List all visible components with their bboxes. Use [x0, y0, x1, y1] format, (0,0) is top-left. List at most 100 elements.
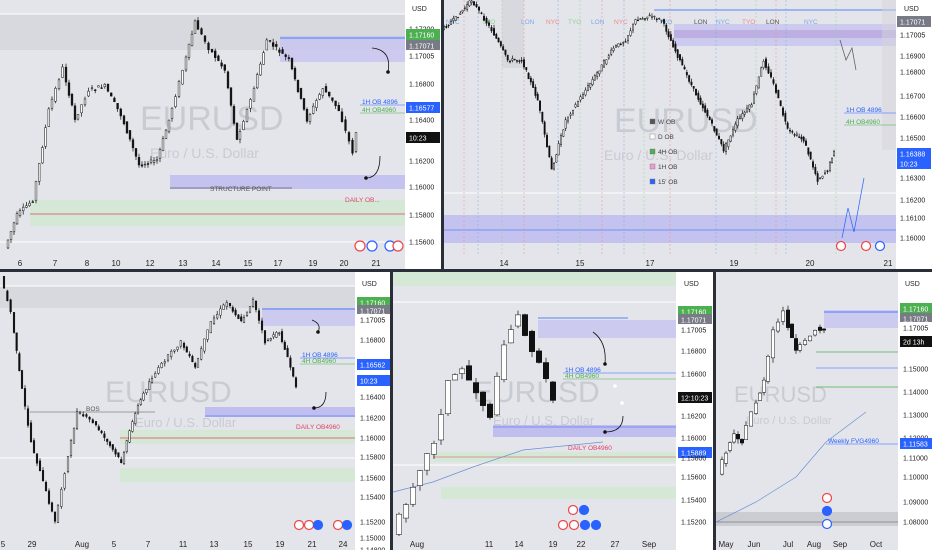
toolbar-icons[interactable] [835, 240, 886, 252]
candle-bearish [818, 326, 822, 331]
candle-bullish [145, 389, 148, 394]
price-tag-bg [900, 336, 932, 347]
chart-panel-15m[interactable]: 1H OB 4896 4H OB4960 NYC TYO LON NYC TYO LON N… [444, 0, 932, 269]
chart-panel-1h[interactable]: EURUSD Euro / U.S. Dollar STRUCTURE POIN… [0, 0, 441, 269]
candle-bearish [284, 54, 287, 57]
candle-bullish [457, 16, 459, 19]
candle-bullish [66, 456, 70, 472]
candle-bullish [181, 70, 184, 85]
price-axis-label: 1.16500 [900, 136, 925, 143]
candle-bearish [548, 145, 551, 158]
candle-bearish [516, 60, 518, 62]
price-axis-label: 1.15800 [409, 213, 434, 220]
candle-bearish [292, 367, 295, 377]
candle-bullish [754, 402, 758, 414]
candle-bearish [344, 119, 347, 131]
price-tag-bg [678, 447, 712, 458]
candle-bullish [90, 87, 94, 89]
candle-bullish [463, 7, 466, 9]
legend-label: 4H OB [658, 149, 678, 156]
price-axis-label: 1.15800 [681, 456, 706, 463]
price-axis-label: 1.16800 [681, 349, 706, 356]
toolbar-icons[interactable] [821, 492, 833, 530]
candle-bullish [821, 175, 824, 179]
currency-label: USD [684, 281, 699, 288]
candle-bearish [111, 444, 114, 450]
price-axis-label: 1.17160 [360, 301, 385, 308]
chart-canvas-15m[interactable]: 1H OB 4896 4H OB4960 NYC TYO LON NYC TYO LON N… [444, 0, 932, 269]
chart-canvas-1d[interactable]: EURUSD Euro / U.S. Dollar 1H OB 4896 4H … [393, 272, 713, 550]
chart-canvas-4h[interactable]: EURUSD Euro / U.S. Dollar BOS 1H OB 4896… [0, 272, 390, 550]
price-axis-label: 1.16577 [409, 106, 434, 113]
candle-bearish [106, 84, 110, 92]
chart-panel-1d[interactable]: EURUSD Euro / U.S. Dollar 1H OB 4896 4H … [393, 272, 713, 550]
candle-bullish [728, 442, 732, 451]
candle-bullish [739, 116, 741, 119]
chart-panel-4h[interactable]: EURUSD Euro / U.S. Dollar BOS 1H OB 4896… [0, 272, 390, 550]
price-axis-label: 1.11000 [903, 456, 928, 463]
candle-bullish [629, 30, 632, 36]
candle-bullish [577, 101, 579, 107]
candle-bearish [283, 341, 286, 350]
candle-bearish [685, 71, 688, 76]
candle-bearish [816, 173, 819, 182]
date-axis-label: 13 [210, 540, 219, 549]
chart-canvas-1w[interactable]: EURUSD Euro / U.S. Dollar Weekly FVG4960… [716, 272, 932, 550]
candle-bearish [485, 17, 488, 24]
candle-bullish [34, 181, 38, 201]
session-label: LON [521, 19, 535, 26]
candle-bullish [25, 205, 28, 208]
candle-bullish [150, 378, 154, 383]
candle-bullish [734, 123, 737, 131]
candle-bearish [697, 92, 700, 100]
candle-bearish [41, 470, 45, 482]
date-axis-label: 10 [112, 259, 121, 268]
candle-bullish [56, 504, 60, 523]
candle-bullish [744, 425, 748, 440]
candle-bullish [607, 55, 610, 59]
candle-bearish [203, 35, 207, 42]
date-axis-label: Jun [748, 540, 761, 549]
toolbar-icons[interactable] [557, 504, 602, 531]
candle-bearish [706, 109, 709, 117]
candle-bullish [308, 114, 312, 122]
candle-bullish [38, 163, 41, 182]
toolbar-icons[interactable] [354, 240, 404, 252]
candle-bearish [770, 72, 772, 78]
candle-bearish [2, 276, 6, 289]
candle-bearish [231, 307, 234, 312]
candle-bearish [100, 87, 103, 89]
candle-bullish [454, 16, 457, 21]
price-axis-label: 1.16300 [900, 176, 925, 183]
candle-bullish [494, 376, 500, 416]
candle-bullish [148, 381, 151, 390]
date-axis-label: Aug [75, 540, 89, 549]
candle-bearish [281, 49, 284, 54]
candle-bullish [225, 302, 228, 307]
date-axis-label: 7 [146, 540, 151, 549]
candle-bullish [653, 15, 656, 18]
session-label: NYC [614, 19, 628, 26]
chart-panel-1w[interactable]: EURUSD Euro / U.S. Dollar Weekly FVG4960… [716, 272, 932, 550]
candle-bearish [47, 490, 51, 504]
candle-bearish [805, 140, 807, 146]
date-axis-label: 15 [244, 259, 253, 268]
candle-bullish [600, 64, 603, 72]
date-axis-label: 20 [806, 259, 815, 268]
candle-bullish [163, 361, 166, 364]
candle-bullish [584, 89, 587, 96]
toolbar-icons[interactable] [293, 519, 353, 531]
candle-bearish [541, 112, 544, 122]
candle-bullish [87, 90, 90, 97]
candle-bearish [809, 151, 812, 160]
chart-canvas-1h[interactable]: EURUSD Euro / U.S. Dollar STRUCTURE POIN… [0, 0, 441, 269]
candle-bullish [732, 128, 734, 136]
watermark-symbol: EURUSD [614, 102, 758, 140]
candle-bearish [196, 20, 200, 30]
candle-bearish [520, 60, 523, 62]
candle-bearish [736, 433, 740, 440]
candle-bullish [634, 19, 637, 25]
candle-bullish [651, 16, 653, 18]
date-axis-label: 20 [340, 259, 349, 268]
candle-bearish [718, 135, 720, 140]
